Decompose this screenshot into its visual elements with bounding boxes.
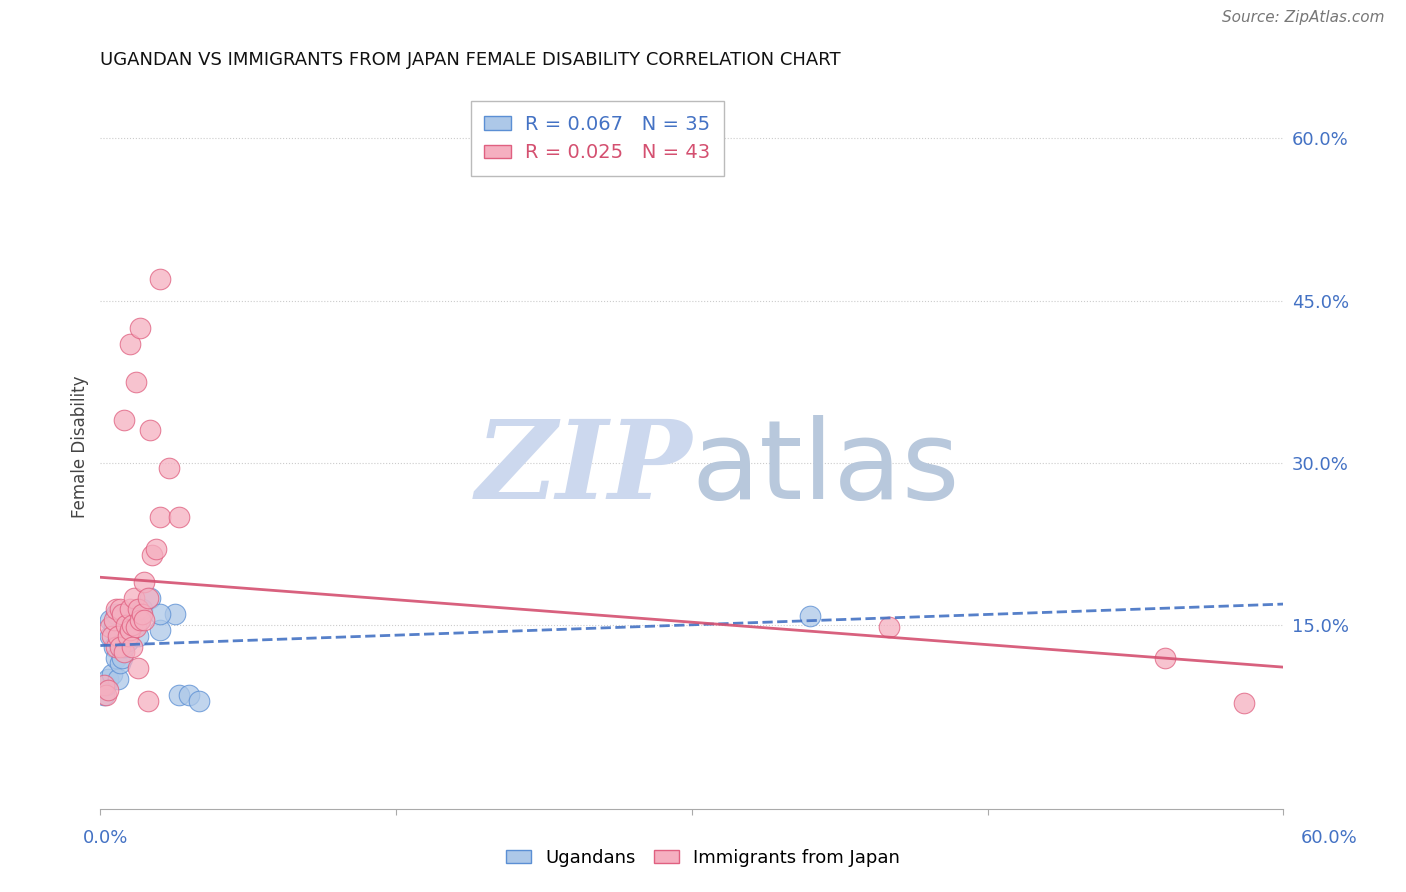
Point [122, 591, 145, 605]
Point [131, 602, 153, 616]
Point [117, 629, 139, 643]
Point [103, 618, 125, 632]
Point [118, 624, 141, 638]
Point [107, 629, 129, 643]
Point [105, 650, 128, 665]
Point [108, 629, 131, 643]
Point [93, 677, 115, 691]
Point [111, 634, 134, 648]
Point [118, 336, 141, 351]
Point [115, 618, 138, 632]
Point [138, 591, 160, 605]
Point [108, 640, 131, 654]
Point [138, 423, 160, 437]
Point [107, 672, 129, 686]
Point [105, 607, 128, 622]
Point [121, 640, 143, 654]
Point [121, 613, 143, 627]
Point [165, 607, 187, 622]
Point [877, 620, 900, 634]
Point [125, 618, 148, 632]
Point [101, 629, 124, 643]
Point [103, 613, 125, 627]
Point [131, 607, 153, 622]
Point [148, 272, 170, 286]
Point [148, 509, 170, 524]
Point [98, 620, 121, 634]
Point [127, 661, 149, 675]
Point [167, 509, 190, 524]
Text: 60.0%: 60.0% [1301, 829, 1357, 847]
Point [177, 689, 200, 703]
Point [127, 629, 149, 643]
Point [96, 677, 118, 691]
Text: UGANDAN VS IMMIGRANTS FROM JAPAN FEMALE DISABILITY CORRELATION CHART: UGANDAN VS IMMIGRANTS FROM JAPAN FEMALE … [100, 51, 841, 69]
Point [148, 624, 170, 638]
Point [125, 620, 148, 634]
Point [115, 618, 138, 632]
Point [118, 620, 141, 634]
Point [121, 618, 143, 632]
Point [1154, 650, 1177, 665]
Point [127, 602, 149, 616]
Point [148, 607, 170, 622]
Text: Source: ZipAtlas.com: Source: ZipAtlas.com [1222, 11, 1385, 25]
Point [97, 683, 120, 698]
Point [118, 602, 141, 616]
Point [111, 607, 134, 622]
Point [125, 375, 148, 389]
Point [136, 694, 159, 708]
Point [128, 320, 150, 334]
Point [115, 629, 138, 643]
Point [112, 412, 135, 426]
Text: 0.0%: 0.0% [83, 829, 128, 847]
Point [132, 574, 155, 589]
Point [141, 548, 163, 562]
Point [132, 613, 155, 627]
Point [98, 613, 121, 627]
Point [105, 640, 128, 654]
Point [799, 609, 821, 624]
Point [167, 689, 190, 703]
Point [117, 634, 139, 648]
Point [136, 591, 159, 605]
Point [107, 634, 129, 648]
Point [103, 640, 125, 654]
Point [96, 689, 118, 703]
Legend: R = 0.067   N = 35, R = 0.025   N = 43: R = 0.067 N = 35, R = 0.025 N = 43 [471, 101, 724, 176]
Point [108, 602, 131, 616]
Point [105, 602, 128, 616]
Point [112, 645, 135, 659]
Point [112, 624, 135, 638]
Point [128, 613, 150, 627]
Point [1233, 696, 1256, 710]
Text: atlas: atlas [692, 415, 960, 522]
Point [157, 461, 180, 475]
Text: ZIP: ZIP [475, 415, 692, 522]
Point [145, 542, 167, 557]
Point [128, 613, 150, 627]
Point [93, 689, 115, 703]
Point [98, 629, 121, 643]
Legend: Ugandans, Immigrants from Japan: Ugandans, Immigrants from Japan [498, 842, 908, 874]
Point [111, 650, 134, 665]
Point [97, 672, 120, 686]
Point [112, 640, 135, 654]
Point [108, 656, 131, 670]
Point [187, 694, 209, 708]
Y-axis label: Female Disability: Female Disability [72, 376, 89, 518]
Point [101, 666, 124, 681]
